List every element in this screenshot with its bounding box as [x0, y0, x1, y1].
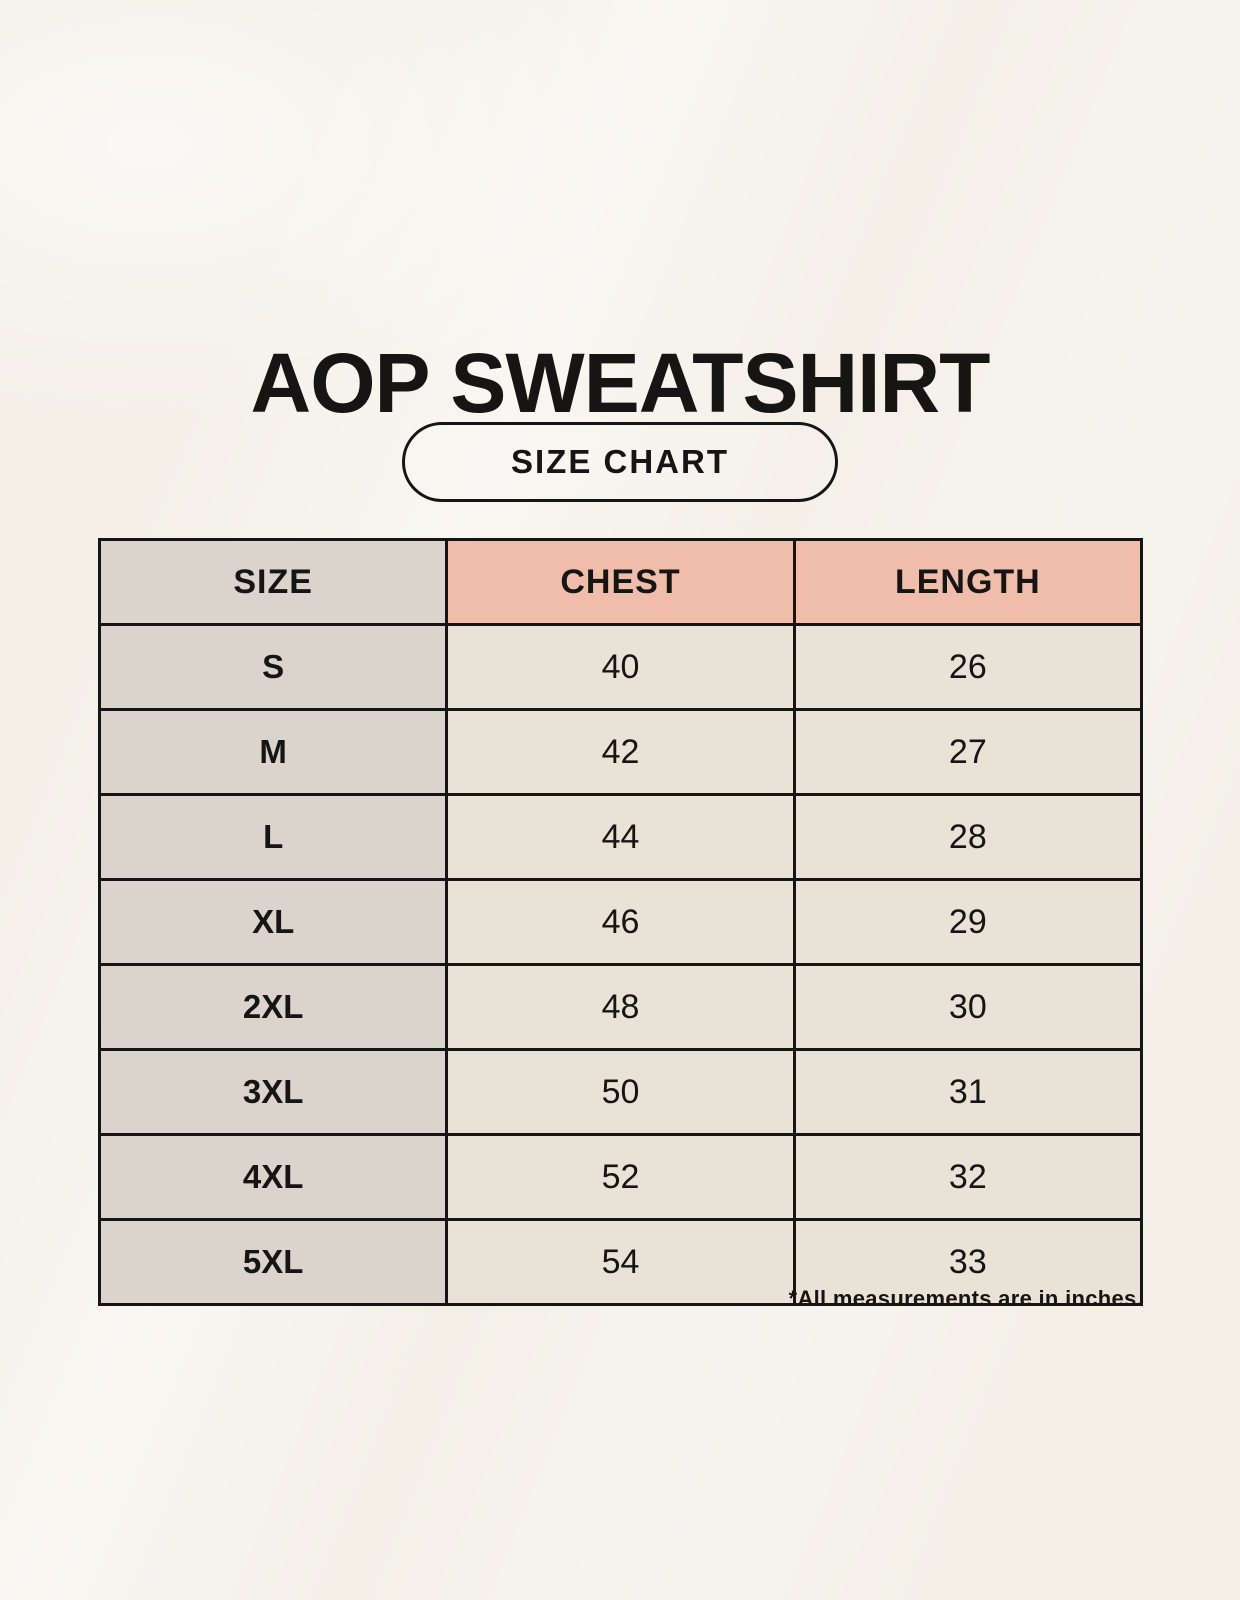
- column-header-chest: CHEST: [445, 538, 796, 626]
- size-label-cell: 3XL: [97, 1048, 449, 1136]
- length-value-cell: 32: [792, 1133, 1144, 1221]
- size-chart-badge-label: SIZE CHART: [511, 443, 729, 480]
- size-label-cell: M: [97, 708, 449, 796]
- chest-value-cell: 54: [445, 1218, 796, 1306]
- measurements-footnote: *All measurements are in inches.: [788, 1286, 1143, 1311]
- table-row: M 42 27: [97, 708, 1144, 796]
- table-row: L 44 28: [97, 793, 1144, 881]
- length-value-cell: 27: [792, 708, 1144, 796]
- length-value-cell: 33: [792, 1218, 1144, 1306]
- size-label-cell: L: [97, 793, 449, 881]
- length-value-cell: 26: [792, 623, 1144, 711]
- length-value-cell: 29: [792, 878, 1144, 966]
- size-label-cell: 2XL: [97, 963, 449, 1051]
- size-chart-badge: SIZE CHART: [402, 422, 838, 502]
- chest-value-cell: 40: [445, 623, 796, 711]
- table-row: XL 46 29: [97, 878, 1144, 966]
- length-value-cell: 28: [792, 793, 1144, 881]
- header-row: SIZE CHEST LENGTH: [97, 538, 1144, 626]
- chest-value-cell: 48: [445, 963, 796, 1051]
- table-row: S 40 26: [97, 623, 1144, 711]
- chest-value-cell: 46: [445, 878, 796, 966]
- size-label-cell: 4XL: [97, 1133, 449, 1221]
- chest-value-cell: 52: [445, 1133, 796, 1221]
- length-value-cell: 31: [792, 1048, 1144, 1136]
- table-row: 4XL 52 32: [97, 1133, 1144, 1221]
- chest-value-cell: 44: [445, 793, 796, 881]
- table-row: 3XL 50 31: [97, 1048, 1144, 1136]
- size-label-cell: XL: [97, 878, 449, 966]
- chest-value-cell: 42: [445, 708, 796, 796]
- size-chart-table: SIZE CHEST LENGTH S 40 26 M 42 27 L 44 2…: [97, 538, 1144, 1306]
- size-label-cell: 5XL: [97, 1218, 449, 1306]
- page-title: AOP SWEATSHIRT: [250, 336, 991, 431]
- size-label-cell: S: [97, 623, 449, 711]
- table-row: 5XL 54 33: [97, 1218, 1144, 1306]
- column-header-length: LENGTH: [792, 538, 1144, 626]
- table-row: 2XL 48 30: [97, 963, 1144, 1051]
- length-value-cell: 30: [792, 963, 1144, 1051]
- column-header-size: SIZE: [97, 538, 449, 626]
- chest-value-cell: 50: [445, 1048, 796, 1136]
